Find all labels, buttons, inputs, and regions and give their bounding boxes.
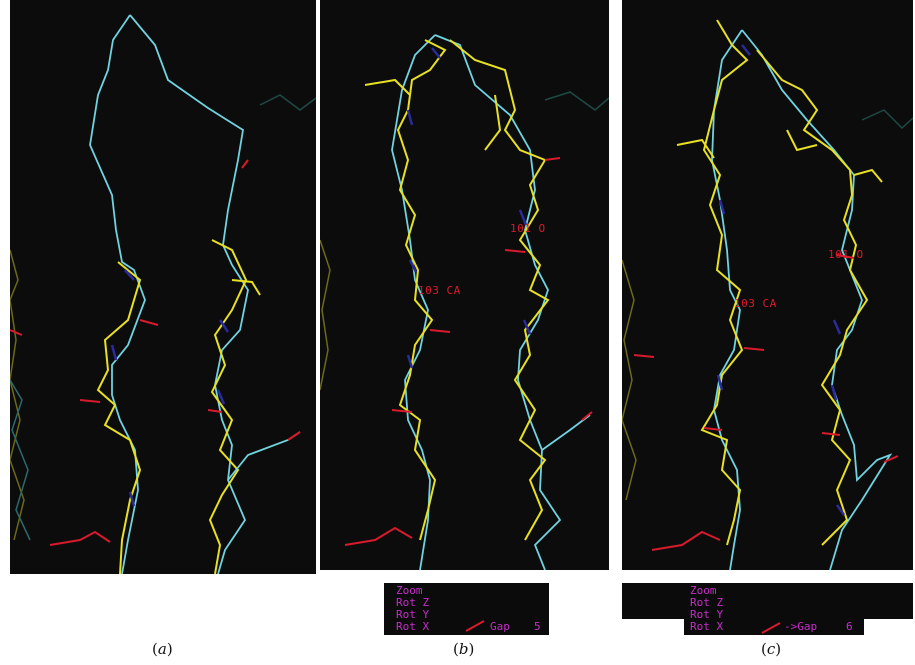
- candidate-chain: [449, 39, 550, 541]
- candidate-side: [786, 129, 818, 152]
- nitrogen-bond: [408, 259, 418, 273]
- menu-item-zoom[interactable]: Zoom: [396, 584, 423, 597]
- nitrogen-bond: [110, 344, 118, 361]
- candidate-side: [364, 78, 411, 96]
- gap-label[interactable]: ->Gap: [784, 620, 818, 633]
- nitrogen-bond: [406, 109, 414, 126]
- candidate-side: [883, 455, 899, 463]
- candidate-side: [544, 157, 561, 161]
- candidate-chain: [756, 49, 869, 546]
- caption-letter: a: [157, 640, 167, 658]
- nitrogen-bond: [835, 504, 846, 516]
- model-trace-loop: [89, 14, 146, 574]
- gap-label[interactable]: Gap: [490, 620, 510, 633]
- nitrogen-bond: [518, 209, 528, 226]
- candidate-side: [703, 427, 723, 431]
- panel-a: [10, 0, 316, 574]
- nitrogen-bond: [741, 44, 751, 56]
- nitrogen-bond: [406, 354, 414, 369]
- candidate-side: [10, 329, 23, 336]
- menu-item-rot-y[interactable]: Rot Y: [396, 608, 430, 621]
- molecule-view-b: [320, 34, 609, 570]
- atom-label-103-ca: 103 CA: [418, 284, 461, 297]
- candidate-side: [241, 159, 249, 169]
- nitrogen-bond: [218, 319, 230, 333]
- candidate-side: [853, 168, 883, 183]
- candidate-chain: [208, 239, 248, 574]
- candidate-side: [743, 347, 765, 351]
- oxygen-chain: [49, 530, 111, 546]
- caption-c: (c): [761, 640, 782, 658]
- oxygen-chain: [651, 530, 721, 551]
- nitrogen-bond: [832, 319, 842, 335]
- background-chain: [10, 249, 25, 541]
- candidate-side: [676, 138, 715, 159]
- molecule-view-c: [622, 19, 913, 570]
- background-chain: [10, 379, 31, 541]
- nitrogen-bond: [216, 389, 226, 405]
- nitrogen-bond: [830, 384, 838, 401]
- candidate-side: [139, 319, 159, 326]
- candidate-side: [287, 431, 301, 441]
- atom-label-101-o: 101 O: [510, 222, 546, 235]
- candidate-side: [633, 354, 655, 358]
- candidate-chain: [96, 261, 142, 574]
- molecule-view-a: [10, 14, 316, 574]
- nitrogen-bond: [431, 47, 441, 59]
- menu-item-rot-x[interactable]: Rot X: [396, 620, 430, 633]
- gap-slider-mark: [761, 622, 781, 634]
- atom-label-101-o: 101 O: [828, 248, 864, 261]
- candidate-side: [79, 399, 101, 403]
- caption-letter: c: [766, 640, 776, 658]
- candidate-side: [821, 432, 841, 436]
- candidate-chain: [396, 39, 447, 541]
- menu-item-rot-x[interactable]: Rot X: [690, 620, 724, 633]
- nitrogen-bond: [718, 199, 726, 215]
- background-chain: [544, 91, 609, 111]
- nitrogen-bond: [522, 319, 532, 335]
- oxygen-chain: [344, 526, 413, 546]
- menu-item-rot-y[interactable]: Rot Y: [690, 608, 724, 621]
- candidate-chain: [700, 19, 749, 546]
- candidate-side: [836, 254, 855, 259]
- panel-c: 101 O 103 CA: [622, 0, 913, 570]
- view-control-menu-b: Zoom Rot Z Rot Y Rot X Gap 5: [384, 583, 549, 635]
- candidate-side: [231, 279, 261, 296]
- nitrogen-bond: [128, 491, 136, 507]
- caption-letter: b: [458, 640, 469, 658]
- candidate-side: [581, 411, 593, 421]
- menu-item-rot-z[interactable]: Rot Z: [690, 596, 724, 609]
- menu-item-zoom[interactable]: Zoom: [690, 584, 717, 597]
- background-chain: [320, 239, 331, 391]
- gap-value: 5: [534, 620, 541, 633]
- candidate-side: [207, 409, 223, 413]
- nitrogen-bond: [716, 374, 724, 391]
- gap-value: 6: [846, 620, 853, 633]
- model-trace-loop: [711, 29, 743, 570]
- model-trace-right: [741, 29, 893, 570]
- candidate-side: [504, 249, 526, 253]
- model-trace-loop: [391, 34, 436, 570]
- background-chain: [861, 109, 913, 130]
- view-control-menu-c-lower: Rot Y Rot X ->Gap 6: [684, 608, 864, 635]
- background-chain: [259, 94, 316, 111]
- candidate-side: [429, 329, 451, 333]
- panel-b: 101 O 103 CA: [320, 0, 609, 570]
- nitrogen-bond: [124, 269, 135, 281]
- background-chain: [622, 259, 637, 501]
- caption-b: (b): [453, 640, 475, 658]
- candidate-side: [391, 409, 413, 413]
- menu-item-rot-z[interactable]: Rot Z: [396, 596, 430, 609]
- candidate-side: [484, 94, 502, 151]
- atom-label-103-ca: 103 CA: [734, 297, 777, 310]
- caption-a: (a): [152, 640, 173, 658]
- model-trace-right: [129, 14, 249, 574]
- gap-slider-mark: [465, 620, 485, 632]
